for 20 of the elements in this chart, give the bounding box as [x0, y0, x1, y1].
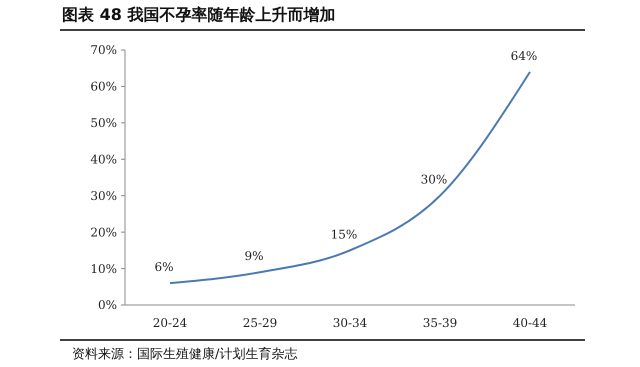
y-tick-label: 60%	[90, 80, 117, 94]
y-tick-label: 20%	[90, 225, 117, 240]
data-label: 6%	[154, 260, 174, 274]
y-tick-label: 30%	[90, 188, 117, 203]
y-tick-label: 70%	[90, 43, 117, 58]
y-tick-label: 40%	[90, 152, 117, 166]
x-tick-label: 30-34	[332, 316, 368, 330]
data-label: 9%	[244, 249, 264, 264]
x-tick-label: 20-24	[152, 316, 188, 330]
data-label: 30%	[420, 172, 448, 187]
chart-title: 图表 48 我国不孕率随年龄上升而增加	[62, 5, 336, 24]
data-label: 64%	[510, 48, 538, 63]
y-tick-label: 0%	[98, 298, 117, 312]
y-tick-label: 50%	[90, 116, 117, 130]
text: 资料来源：国际生殖健康/计划生育杂志	[72, 346, 298, 362]
x-tick-label: 40-44	[512, 316, 548, 330]
y-tick-label: 10%	[90, 262, 117, 276]
data-label: 15%	[330, 227, 358, 242]
x-tick-label: 35-39	[422, 316, 458, 330]
x-tick-label: 25-29	[242, 316, 278, 330]
